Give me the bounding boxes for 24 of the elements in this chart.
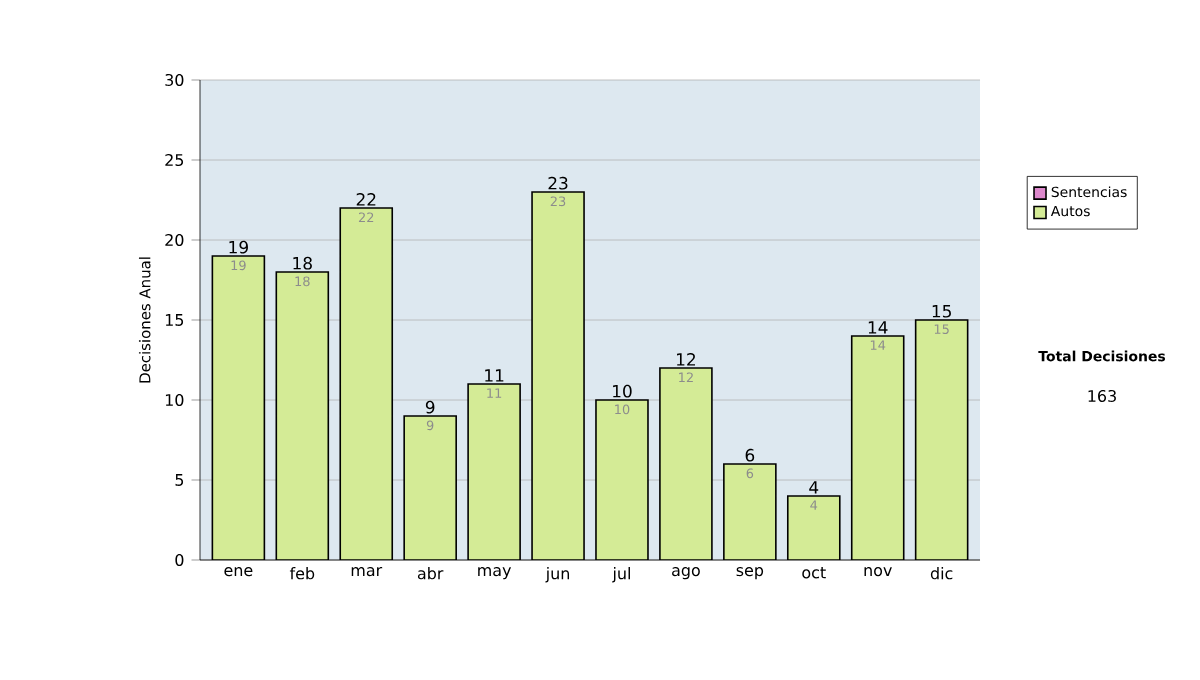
bar <box>723 463 777 560</box>
total-label: 4 <box>809 481 819 494</box>
total-label: 10 <box>613 384 632 398</box>
total-label: 9 <box>425 400 435 414</box>
bar <box>275 271 330 560</box>
total-label: 15 <box>932 305 951 318</box>
bar <box>403 415 457 560</box>
bar <box>786 495 841 560</box>
bar <box>595 399 649 560</box>
total-label: 12 <box>677 353 696 366</box>
bar <box>211 255 266 560</box>
bar <box>531 191 585 560</box>
total-label: 23 <box>548 176 568 190</box>
bar <box>659 367 713 560</box>
total-label: 6 <box>745 448 755 462</box>
bar <box>914 319 969 560</box>
bar <box>339 207 394 560</box>
total-label: 11 <box>485 369 504 382</box>
bar <box>467 383 521 560</box>
total-label: 22 <box>356 193 376 206</box>
bar <box>850 335 905 560</box>
total-label: 19 <box>229 240 248 254</box>
total-label: 18 <box>293 256 312 270</box>
total-label: 14 <box>868 321 888 334</box>
